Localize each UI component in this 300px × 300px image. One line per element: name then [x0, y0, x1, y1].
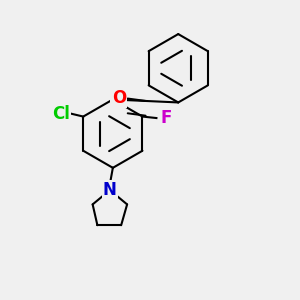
- Text: F: F: [161, 109, 172, 127]
- Text: Cl: Cl: [52, 105, 70, 123]
- Text: O: O: [112, 89, 126, 107]
- Text: N: N: [103, 181, 117, 199]
